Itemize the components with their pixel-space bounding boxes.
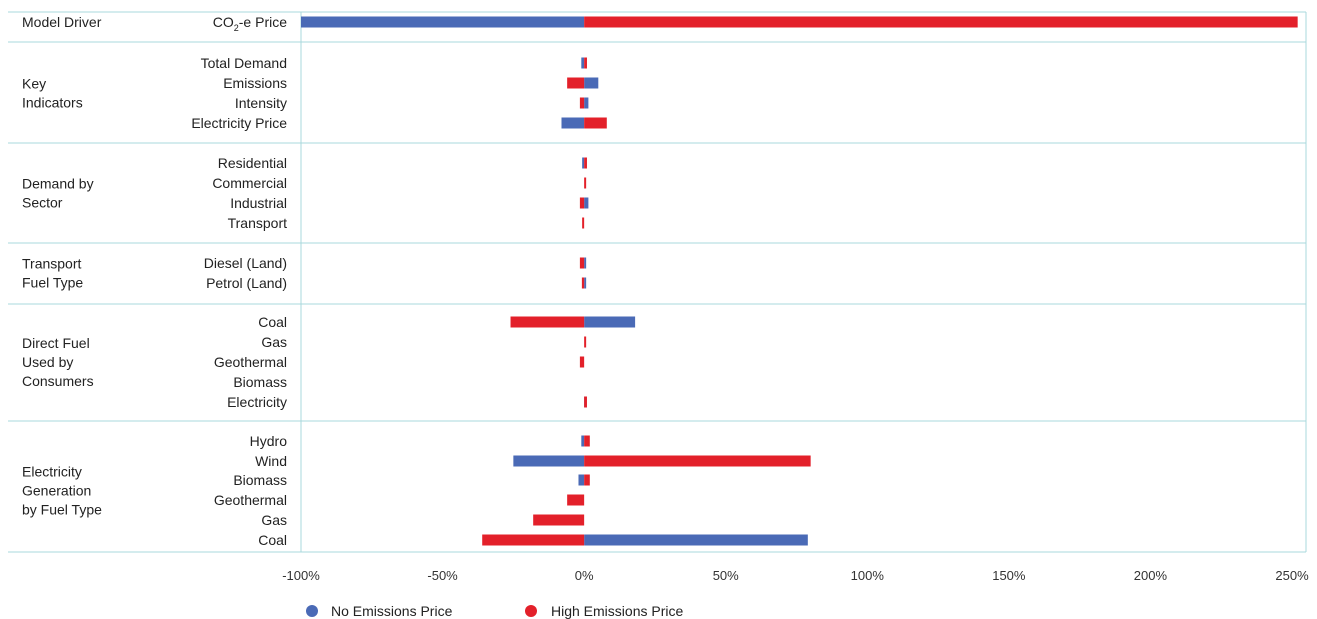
- row-label: Transport: [228, 215, 288, 231]
- row-label: Emissions: [223, 75, 287, 91]
- legend-marker-high-price: [525, 605, 537, 617]
- group-label: Direct Fuel: [22, 335, 90, 351]
- group-label: Indicators: [22, 95, 83, 111]
- bar-high-emissions-price: [510, 316, 585, 328]
- chart-frame: [8, 11, 1307, 553]
- row-label: Biomass: [233, 374, 287, 390]
- bar-no-emissions-price: [561, 117, 585, 129]
- group-label: Demand by: [22, 176, 94, 192]
- row-label: Intensity: [235, 95, 287, 111]
- bar-high-emissions-price: [533, 514, 585, 526]
- x-tick-label: 100%: [851, 568, 885, 583]
- row-label: Electricity: [227, 394, 287, 410]
- row-label: CO2-e Price: [213, 14, 287, 33]
- x-axis-ticks: -100% -50% 0% 50% 100% 150% 200% 250%: [282, 568, 1309, 583]
- bar-high-emissions-price: [582, 217, 585, 229]
- group-label: Model Driver: [22, 14, 102, 30]
- bar-high-emissions-price: [584, 57, 587, 69]
- row-label: Diesel (Land): [204, 255, 287, 271]
- row-label: Residential: [218, 155, 287, 171]
- bar-no-emissions-price: [584, 316, 636, 328]
- bar-no-emissions-price: [301, 16, 585, 28]
- bar-high-emissions-price: [579, 257, 585, 269]
- group-label: Key: [22, 76, 46, 92]
- bar-high-emissions-price: [584, 16, 1298, 28]
- bar-no-emissions-price: [584, 277, 587, 289]
- bar-high-emissions-price: [584, 396, 587, 408]
- row-label: Gas: [261, 512, 287, 528]
- legend-label-no-price: No Emissions Price: [331, 603, 453, 619]
- chart-legend: No Emissions Price High Emissions Price: [306, 603, 683, 619]
- bar-high-emissions-price: [584, 117, 607, 129]
- bar-high-emissions-price: [584, 474, 590, 486]
- bar-no-emissions-price: [581, 57, 585, 69]
- legend-marker-no-price: [306, 605, 318, 617]
- bar-high-emissions-price: [581, 277, 585, 289]
- row-label: Coal: [258, 532, 287, 548]
- bar-high-emissions-price: [567, 77, 585, 89]
- bar-high-emissions-price: [584, 435, 590, 447]
- x-tick-label: 150%: [992, 568, 1026, 583]
- legend-label-high-price: High Emissions Price: [551, 603, 683, 619]
- x-tick-label: 0%: [575, 568, 594, 583]
- row-label: Commercial: [212, 175, 287, 191]
- bar-high-emissions-price: [482, 534, 585, 546]
- bar-high-emissions-price: [579, 97, 585, 109]
- bar-high-emissions-price: [579, 356, 585, 368]
- row-label: Gas: [261, 334, 287, 350]
- x-tick-label: 250%: [1275, 568, 1309, 583]
- row-label: Coal: [258, 314, 287, 330]
- group-label: Generation: [22, 483, 91, 499]
- bar-no-emissions-price: [584, 197, 589, 209]
- row-label: Biomass: [233, 472, 287, 488]
- bar-no-emissions-price: [578, 474, 585, 486]
- chart-bars: [301, 16, 1298, 546]
- bar-high-emissions-price: [584, 177, 587, 189]
- group-label: Sector: [22, 195, 63, 211]
- bar-high-emissions-price: [579, 197, 585, 209]
- group-label: Used by: [22, 354, 73, 370]
- bar-no-emissions-price: [584, 77, 599, 89]
- bar-no-emissions-price: [513, 455, 585, 467]
- bar-no-emissions-price: [582, 157, 585, 169]
- row-label: Geothermal: [214, 492, 287, 508]
- bar-no-emissions-price: [581, 435, 585, 447]
- row-label: Total Demand: [201, 55, 287, 71]
- x-tick-label: 50%: [713, 568, 739, 583]
- bar-high-emissions-price: [584, 455, 811, 467]
- row-label: Hydro: [250, 433, 288, 449]
- bar-high-emissions-price: [584, 336, 587, 348]
- bar-no-emissions-price: [584, 257, 587, 269]
- bar-no-emissions-price: [584, 97, 589, 109]
- chart-labels: Model Driver CO2-e Price Key Indicators Tota…: [22, 14, 287, 548]
- row-label: Industrial: [230, 195, 287, 211]
- group-label: Consumers: [22, 373, 94, 389]
- group-label: Transport: [22, 256, 82, 272]
- row-label: Wind: [255, 453, 287, 469]
- x-tick-label: 200%: [1134, 568, 1168, 583]
- group-label: Fuel Type: [22, 275, 83, 291]
- group-label: by Fuel Type: [22, 502, 102, 518]
- x-tick-label: -50%: [427, 568, 458, 583]
- group-label: Electricity: [22, 464, 82, 480]
- bar-high-emissions-price: [584, 157, 587, 169]
- bar-high-emissions-price: [567, 494, 585, 506]
- row-label: Geothermal: [214, 354, 287, 370]
- row-label: Electricity Price: [191, 115, 287, 131]
- bar-no-emissions-price: [584, 534, 808, 546]
- row-label: Petrol (Land): [206, 275, 287, 291]
- x-tick-label: -100%: [282, 568, 320, 583]
